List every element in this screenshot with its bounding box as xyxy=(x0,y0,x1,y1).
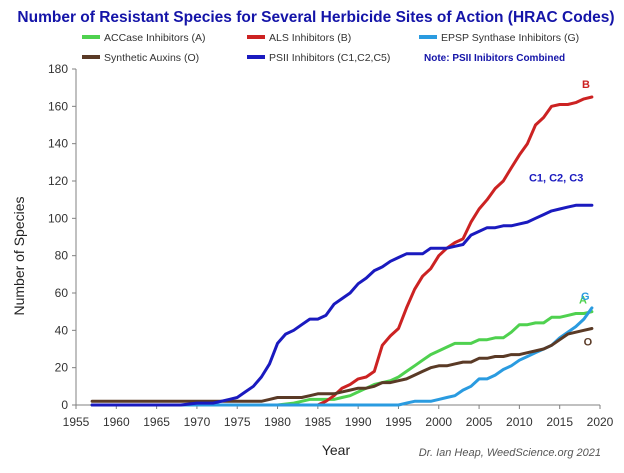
x-tick-label: 1955 xyxy=(63,415,90,429)
legend-note: Note: PSII Inibitors Combined xyxy=(424,53,565,64)
series-end-label: C1, C2, C3 xyxy=(529,172,583,184)
legend-label: PSII Inhibitors (C1,C2,C5) xyxy=(269,52,390,64)
series-line-b xyxy=(90,95,594,407)
series-line-o xyxy=(90,327,594,403)
series-end-label: B xyxy=(582,79,590,91)
x-tick-label: 2005 xyxy=(466,415,493,429)
y-tick-label: 80 xyxy=(55,249,69,263)
x-axis-title: Year xyxy=(322,442,351,458)
legend-item: PSII Inhibitors (C1,C2,C5) xyxy=(247,52,390,64)
end-labels: A B G O C1, C2, C3 xyxy=(529,79,593,348)
y-tick-label: 120 xyxy=(48,174,68,188)
x-tick-label: 1990 xyxy=(345,415,372,429)
y-tick-label: 180 xyxy=(48,62,68,76)
series-end-label: A xyxy=(579,295,587,307)
plot-series xyxy=(90,95,594,407)
y-tick-label: 140 xyxy=(48,137,68,151)
y-tick-label: 60 xyxy=(55,286,69,300)
y-tick-label: 100 xyxy=(48,211,68,225)
y-axis: 0 20 40 60 80 100 120 140 160 180 xyxy=(48,62,77,412)
x-tick-label: 1960 xyxy=(103,415,130,429)
y-tick-label: 20 xyxy=(55,361,69,375)
credit-text: Dr. Ian Heap, WeedScience.org 2021 xyxy=(419,447,601,459)
x-axis: 1955 1960 1965 1970 1975 1980 1985 1990 1995 2000… xyxy=(63,404,614,429)
legend-label: EPSP Synthase Inhibitors (G) xyxy=(441,32,579,44)
legend: ACCase Inhibitors (A) ALS Inhibitors (B) E… xyxy=(82,32,579,64)
x-tick-label: 2000 xyxy=(425,415,452,429)
x-tick-label: 1980 xyxy=(264,415,291,429)
x-tick-label: 2015 xyxy=(546,415,573,429)
legend-label: ACCase Inhibitors (A) xyxy=(104,32,206,44)
x-tick-label: 1975 xyxy=(224,415,251,429)
x-tick-label: 1985 xyxy=(304,415,331,429)
legend-item: ALS Inhibitors (B) xyxy=(247,32,351,44)
x-tick-label: 1970 xyxy=(184,415,211,429)
legend-item: ACCase Inhibitors (A) xyxy=(82,32,206,44)
y-tick-label: 0 xyxy=(61,398,68,412)
series-line-a xyxy=(90,310,594,407)
x-tick-label: 2020 xyxy=(587,415,614,429)
y-axis-title: Number of Species xyxy=(11,196,27,315)
legend-item: EPSP Synthase Inhibitors (G) xyxy=(419,32,579,44)
y-tick-label: 160 xyxy=(48,99,68,113)
legend-item: Synthetic Auxins (O) xyxy=(82,52,199,64)
chart-title: Number of Resistant Species for Several … xyxy=(17,9,614,26)
x-tick-label: 1965 xyxy=(143,415,170,429)
legend-label: Synthetic Auxins (O) xyxy=(104,52,199,64)
legend-label: ALS Inhibitors (B) xyxy=(269,32,351,44)
x-tick-label: 2010 xyxy=(506,415,533,429)
series-end-label: G xyxy=(581,291,590,303)
series-end-label: O xyxy=(584,336,593,348)
y-tick-label: 40 xyxy=(55,323,69,337)
x-tick-label: 1995 xyxy=(385,415,412,429)
series-line-c1-c2-c3 xyxy=(90,203,594,407)
